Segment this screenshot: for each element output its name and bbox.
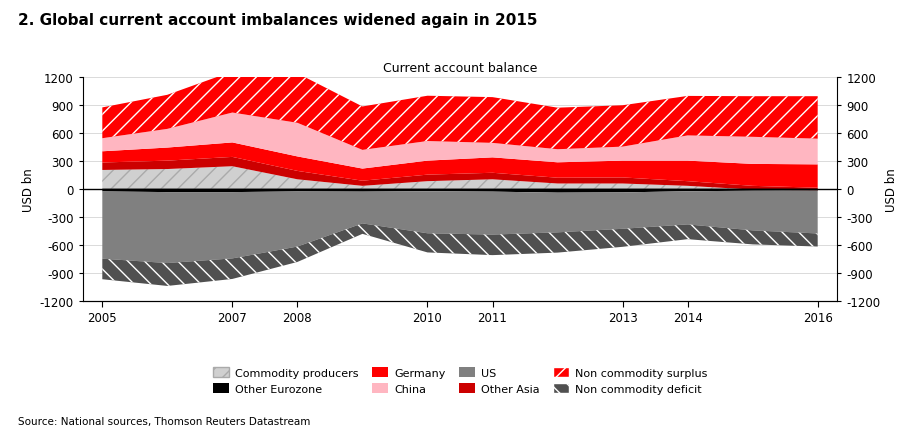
- Y-axis label: USD bn: USD bn: [22, 167, 36, 211]
- Text: 2. Global current account imbalances widened again in 2015: 2. Global current account imbalances wid…: [18, 13, 538, 28]
- Title: Current account balance: Current account balance: [382, 62, 537, 75]
- Y-axis label: USD bn: USD bn: [883, 167, 897, 211]
- Text: Source: National sources, Thomson Reuters Datastream: Source: National sources, Thomson Reuter…: [18, 416, 311, 426]
- Legend: Commodity producers, Other Eurozone, Germany, China, US, Other Asia, Non commodi: Commodity producers, Other Eurozone, Ger…: [208, 363, 711, 398]
